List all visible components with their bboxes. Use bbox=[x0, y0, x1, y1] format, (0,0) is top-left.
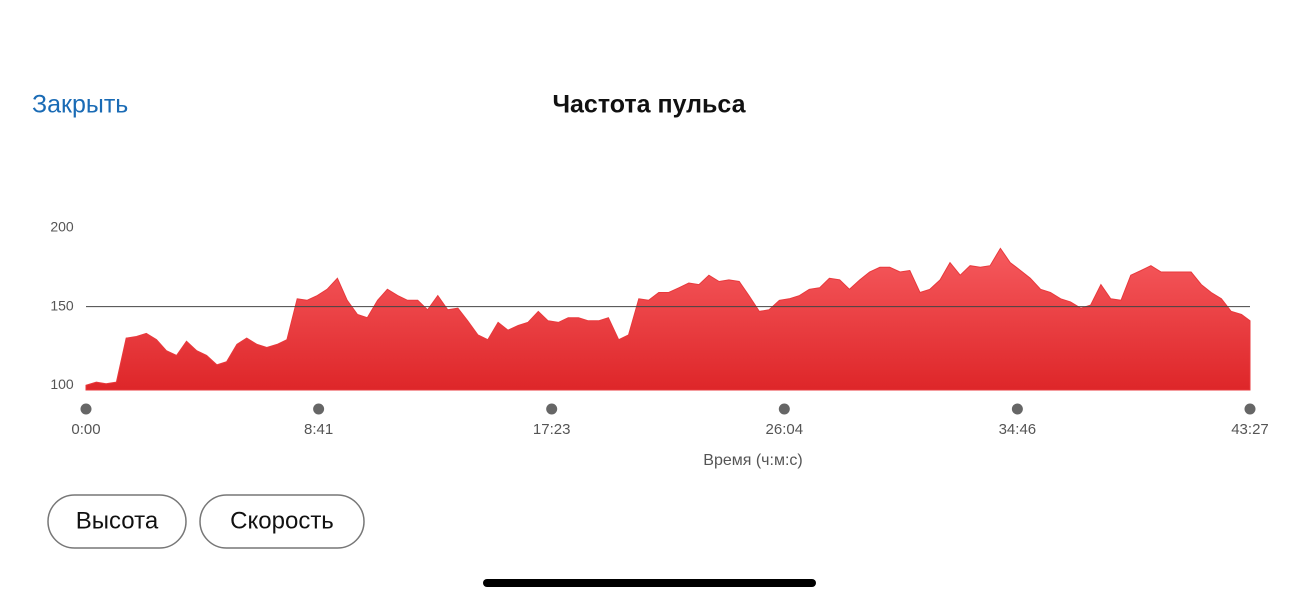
x-tick-dot bbox=[546, 403, 558, 415]
x-tick-label: 34:46 bbox=[999, 421, 1037, 438]
x-tick-label: 8:41 bbox=[304, 421, 333, 438]
screen-title: Частота пульса bbox=[552, 91, 746, 119]
home-indicator bbox=[483, 579, 816, 587]
y-tick-label: 150 bbox=[50, 297, 74, 313]
x-tick-label: 26:04 bbox=[766, 421, 804, 438]
chart: 100 150 200 0:00 8:41 17:23 26:04 34:46 43:27 Вре… bbox=[50, 219, 1268, 470]
y-tick-label: 100 bbox=[50, 376, 74, 392]
button-speed[interactable]: Скорость bbox=[199, 494, 365, 549]
x-tick-dot bbox=[778, 403, 790, 415]
x-tick-dot bbox=[80, 403, 92, 415]
x-tick-label: 0:00 bbox=[71, 421, 100, 438]
button-altitude[interactable]: Высота bbox=[47, 494, 187, 549]
heart-rate-area bbox=[85, 247, 1251, 391]
button-frame[interactable] bbox=[199, 494, 365, 549]
x-tick-dot bbox=[1244, 403, 1256, 415]
x-tick-dot bbox=[1011, 403, 1023, 415]
close-button[interactable]: Закрыть bbox=[32, 91, 128, 119]
y-tick-label: 200 bbox=[50, 219, 74, 235]
x-tick-label: 43:27 bbox=[1231, 421, 1269, 438]
x-axis-label: Время (ч:м:с) bbox=[703, 452, 802, 469]
button-label[interactable]: Скорость bbox=[230, 507, 334, 534]
button-frame[interactable] bbox=[47, 494, 187, 549]
button-label[interactable]: Высота bbox=[76, 507, 159, 534]
x-tick-dot bbox=[313, 403, 325, 415]
x-tick-label: 17:23 bbox=[533, 421, 571, 438]
